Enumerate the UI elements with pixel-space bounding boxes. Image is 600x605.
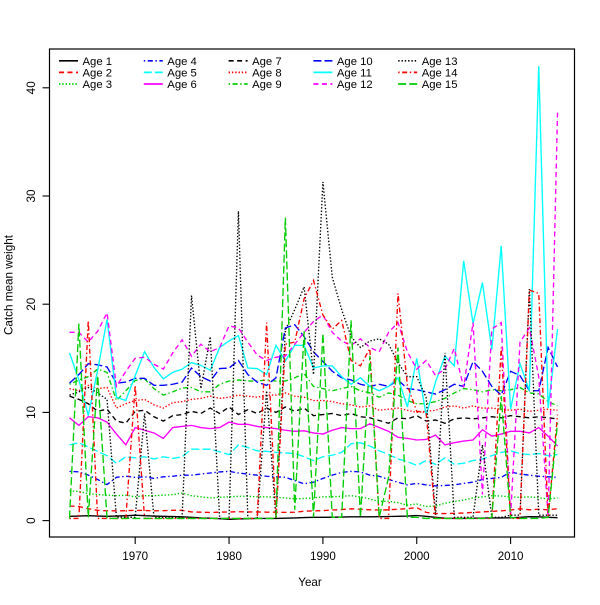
svg-text:0: 0 [25, 517, 38, 524]
svg-text:Year: Year [298, 576, 322, 589]
svg-text:Age 5: Age 5 [167, 67, 197, 79]
svg-text:Age 12: Age 12 [337, 79, 373, 91]
svg-text:Age 4: Age 4 [167, 56, 197, 68]
svg-text:2000: 2000 [404, 550, 430, 563]
svg-text:40: 40 [25, 81, 38, 95]
svg-text:1980: 1980 [216, 550, 242, 563]
svg-text:Age 3: Age 3 [83, 79, 113, 91]
svg-text:2010: 2010 [498, 550, 524, 563]
svg-text:Age 10: Age 10 [337, 56, 373, 68]
svg-text:Age 1: Age 1 [83, 56, 113, 68]
svg-text:Age 2: Age 2 [83, 67, 113, 79]
svg-text:Age 6: Age 6 [167, 79, 197, 91]
svg-text:Catch mean weight: Catch mean weight [2, 234, 15, 335]
svg-text:Age 8: Age 8 [252, 67, 282, 79]
svg-text:Age 14: Age 14 [422, 67, 458, 79]
svg-text:10: 10 [25, 405, 38, 419]
svg-text:Age 13: Age 13 [422, 56, 458, 68]
svg-text:Age 15: Age 15 [422, 79, 458, 91]
svg-text:Age 9: Age 9 [252, 79, 282, 91]
svg-text:1990: 1990 [310, 550, 336, 563]
svg-text:Age 7: Age 7 [252, 56, 282, 68]
svg-text:30: 30 [25, 189, 38, 203]
svg-text:Age 11: Age 11 [337, 67, 372, 79]
svg-text:20: 20 [25, 297, 38, 311]
svg-text:1970: 1970 [122, 550, 148, 563]
